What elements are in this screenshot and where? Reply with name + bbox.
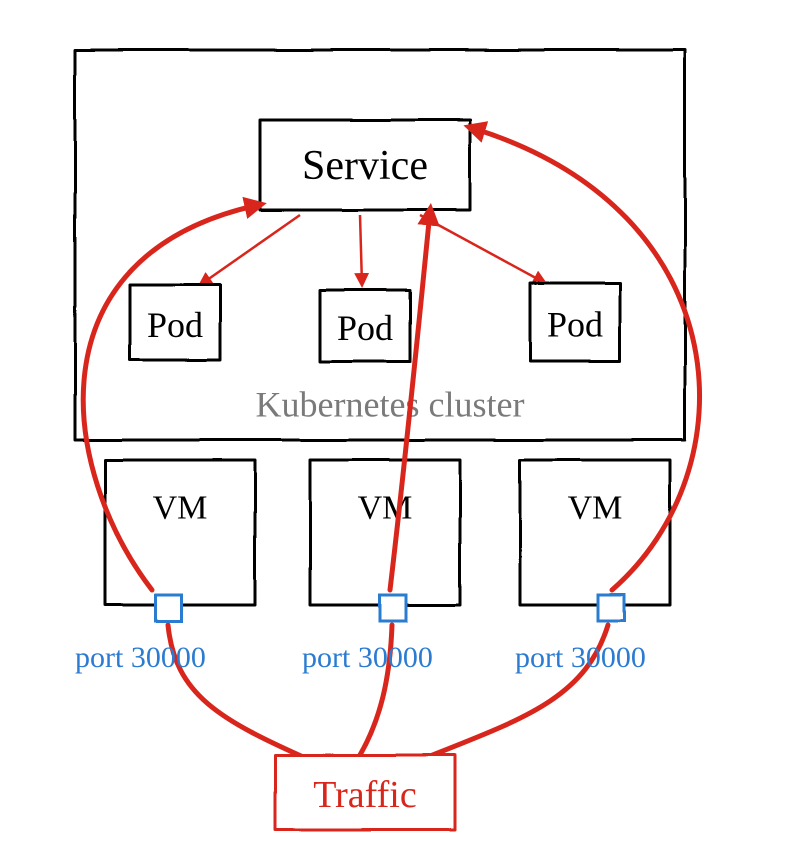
vm-1-label: VM bbox=[153, 490, 208, 527]
vm-1 bbox=[105, 460, 255, 605]
pod-2-label: Pod bbox=[337, 308, 393, 348]
cluster-box bbox=[75, 50, 685, 440]
service-label: Service bbox=[302, 143, 428, 189]
cluster-label: Kubernetes cluster bbox=[256, 384, 525, 424]
vm-3-label: VM bbox=[568, 490, 623, 527]
pod-1-label: Pod bbox=[147, 305, 203, 345]
port-label-3: port 30000 bbox=[515, 641, 646, 674]
vm-2 bbox=[310, 460, 460, 605]
port-label-2: port 30000 bbox=[302, 641, 433, 674]
port-label-1: port 30000 bbox=[75, 641, 206, 674]
pod-3-label: Pod bbox=[547, 305, 603, 345]
vm-2-label: VM bbox=[358, 490, 413, 527]
kubernetes-nodeport-diagram: Service Pod Pod Pod Kubernetes cluster V… bbox=[0, 0, 800, 866]
traffic-label: Traffic bbox=[313, 774, 416, 816]
vm-3 bbox=[520, 460, 670, 605]
